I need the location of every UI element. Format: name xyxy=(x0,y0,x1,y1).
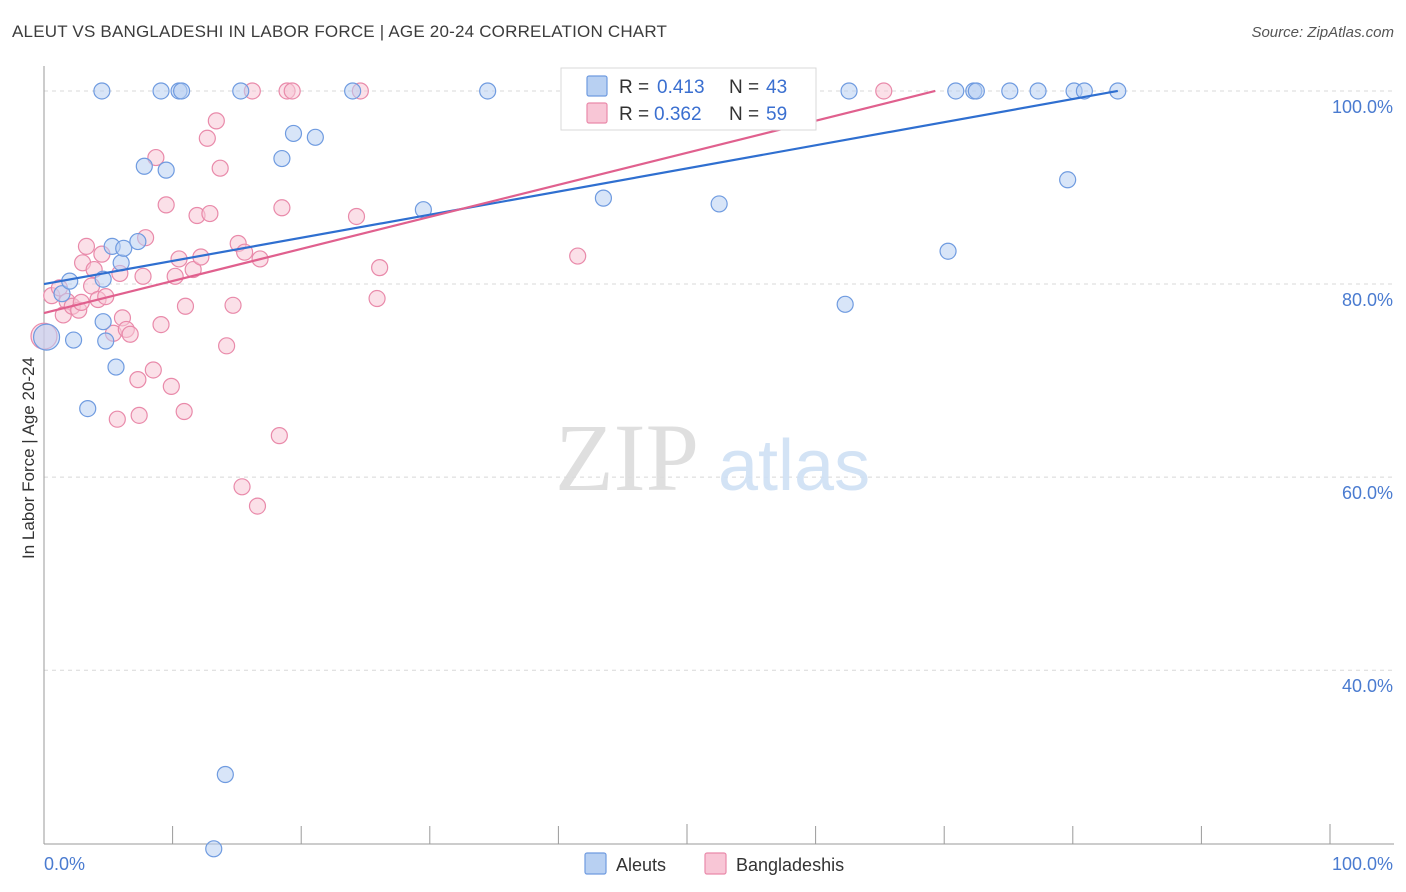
y-tick-labels: 40.0% 60.0% 80.0% 100.0% xyxy=(1332,97,1393,696)
bangladeshi-point xyxy=(144,361,162,379)
aleut-point xyxy=(840,82,858,100)
bangladeshi-point xyxy=(201,204,219,223)
bangladeshi-point xyxy=(875,82,893,100)
bangladeshi-point xyxy=(176,297,195,315)
y-tick-label: 80.0% xyxy=(1342,290,1393,310)
watermark-zip: ZIP xyxy=(555,404,699,511)
stats-legend: R = 0.413 N = 43 R = 0.362 N = 59 xyxy=(560,67,817,131)
aleut-point xyxy=(53,285,71,303)
aleut-point xyxy=(64,331,83,349)
legend-n-label-aleuts: N = xyxy=(729,77,759,98)
legend-r-label-aleuts: R = xyxy=(619,77,649,98)
bangladeshi-point xyxy=(371,259,389,277)
bangladeshi-point xyxy=(248,497,267,515)
aleut-point xyxy=(173,82,191,100)
watermark: ZIP atlas xyxy=(555,404,870,511)
bangladeshi-point xyxy=(77,237,96,255)
bangladeshi-point xyxy=(218,337,236,355)
aleut-point xyxy=(1001,82,1019,100)
bangladeshi-point xyxy=(207,112,225,130)
aleut-point xyxy=(157,161,175,179)
bangladeshi-point xyxy=(283,82,301,100)
bottom-legend-label-bangladeshis: Bangladeshis xyxy=(736,855,844,875)
bangladeshi-point xyxy=(147,148,165,167)
aleuts-trend-line xyxy=(43,89,1119,286)
aleut-point xyxy=(94,313,112,331)
legend-swatch-aleuts xyxy=(586,75,608,97)
bangladeshi-point xyxy=(130,406,148,424)
bangladeshi-point xyxy=(347,207,366,226)
bangladeshi-point xyxy=(162,377,180,395)
bangladeshi-point xyxy=(368,289,386,308)
watermark-atlas: atlas xyxy=(718,426,870,506)
legend-n-value-aleuts: 43 xyxy=(766,77,787,98)
aleut-point xyxy=(344,82,362,100)
x-tick-label: 0.0% xyxy=(44,854,85,874)
aleut-point xyxy=(32,323,61,351)
bangladeshi-point xyxy=(569,247,587,265)
y-axis-label: In Labor Force | Age 20-24 xyxy=(19,357,38,559)
bangladeshi-point xyxy=(198,129,216,147)
aleut-point xyxy=(594,189,613,207)
aleut-point xyxy=(205,840,223,858)
bangladeshi-point xyxy=(134,267,152,285)
bangladeshi-point xyxy=(129,371,147,389)
aleut-point xyxy=(710,195,728,213)
bangladeshis-points xyxy=(30,82,893,515)
aleut-point xyxy=(836,295,854,313)
aleut-point xyxy=(967,82,985,100)
legend-r-value-bangladeshis: 0.362 xyxy=(654,104,702,125)
bangladeshi-point xyxy=(175,402,193,421)
aleut-point xyxy=(129,232,147,251)
source-label: Source: ZipAtlas.com xyxy=(1251,24,1394,41)
aleut-point xyxy=(306,128,324,146)
aleut-point xyxy=(97,332,115,350)
x-tick-labels: 0.0% 100.0% xyxy=(44,854,1393,874)
legend-n-value-bangladeshis: 59 xyxy=(766,104,787,125)
bottom-legend: Aleuts Bangladeshis xyxy=(584,852,844,875)
legend-swatch-bangladeshis xyxy=(586,102,608,124)
bangladeshi-point xyxy=(270,427,288,445)
aleut-point xyxy=(79,399,97,418)
bangladeshi-point xyxy=(233,478,251,496)
bangladeshi-point xyxy=(157,196,175,214)
aleut-point xyxy=(479,82,497,100)
bangladeshi-point xyxy=(224,296,242,314)
axes xyxy=(43,66,1394,845)
x-tick-label: 100.0% xyxy=(1332,854,1393,874)
legend-n-label-bangladeshis: N = xyxy=(729,104,759,125)
bangladeshi-point xyxy=(108,410,126,428)
legend-r-label-bangladeshis: R = xyxy=(619,104,649,125)
bottom-legend-label-aleuts: Aleuts xyxy=(616,855,666,875)
aleut-point xyxy=(216,765,234,784)
aleut-point xyxy=(152,82,170,100)
y-tick-label: 100.0% xyxy=(1332,97,1393,117)
aleut-point xyxy=(1059,171,1077,189)
bangladeshi-point xyxy=(184,260,202,279)
aleut-point xyxy=(93,82,111,100)
aleut-point xyxy=(232,82,250,100)
aleut-point xyxy=(939,242,957,260)
bangladeshi-point xyxy=(211,159,229,177)
chart-title: ALEUT VS BANGLADESHI IN LABOR FORCE | AG… xyxy=(12,22,668,41)
aleut-point xyxy=(107,358,125,376)
aleut-point xyxy=(135,157,153,175)
bottom-legend-swatch-bangladeshis xyxy=(704,852,727,875)
bangladeshi-point xyxy=(121,325,139,343)
legend-r-value-aleuts: 0.413 xyxy=(657,77,705,98)
aleut-point xyxy=(947,82,965,100)
bottom-legend-swatch-aleuts xyxy=(584,852,607,875)
bangladeshi-point xyxy=(152,315,170,334)
y-tick-label: 60.0% xyxy=(1342,483,1393,503)
aleut-point xyxy=(115,239,133,257)
aleut-point xyxy=(1029,82,1047,100)
gridlines xyxy=(44,90,1394,671)
bangladeshi-point xyxy=(273,199,291,217)
aleut-point xyxy=(273,149,291,168)
aleut-point xyxy=(284,124,303,143)
y-tick-label: 40.0% xyxy=(1342,676,1393,696)
aleut-point xyxy=(1075,82,1093,100)
